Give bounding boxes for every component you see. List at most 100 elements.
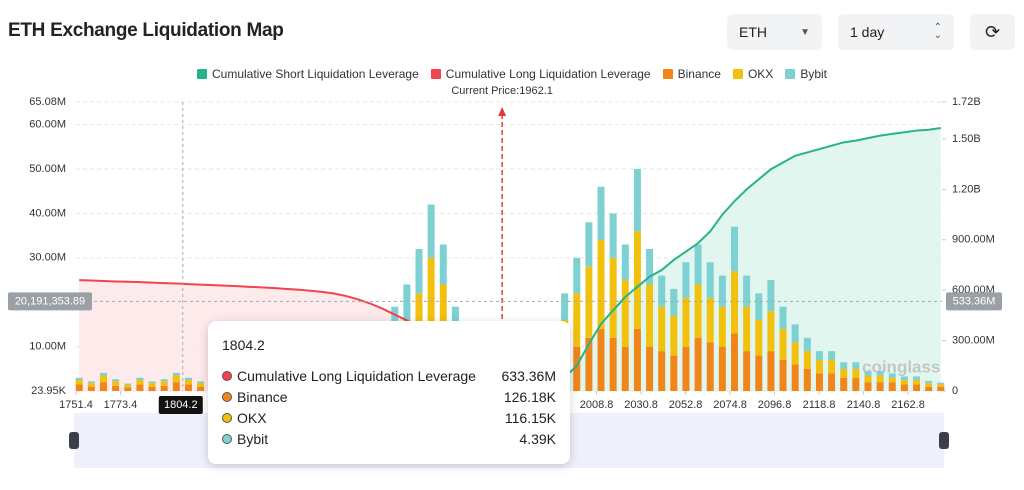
y2-tick-label: 1.20B [952, 183, 981, 195]
bar-segment [585, 266, 593, 338]
bar-segment [815, 373, 823, 391]
x-tick-label: 2118.8 [803, 399, 836, 411]
bar-segment [706, 262, 714, 298]
legend-swatch [785, 69, 796, 79]
tooltip-name-wrap: Cumulative Long Liquidation Leverage [222, 368, 476, 384]
bar-segment [439, 284, 447, 347]
slider-handle [69, 432, 79, 449]
bar-segment [439, 244, 447, 285]
bar-segment [767, 280, 775, 312]
bar-segment [718, 346, 726, 391]
y-tick-label: 50.00M [29, 163, 66, 175]
tooltip-dot [222, 433, 232, 444]
symbol-value: ETH [739, 24, 767, 40]
legend-item: Cumulative Short Liquidation Leverage [196, 67, 419, 81]
y-tick-label: 40.00M [29, 207, 66, 219]
bar-segment [573, 293, 581, 347]
y2-tick-label: 1.50B [952, 133, 981, 145]
tooltip-title: 1804.2 [222, 337, 265, 353]
bar-segment [864, 382, 872, 391]
bar-segment [852, 377, 860, 391]
bar-segment [755, 320, 763, 356]
bar-segment [767, 311, 775, 352]
tooltip-row: Cumulative Long Liquidation Leverage 633.… [222, 365, 556, 386]
tooltip-row: Bybit 4.39K [222, 428, 556, 449]
bar-segment [585, 337, 593, 391]
bar-segment [391, 306, 399, 334]
bar-segment [706, 342, 714, 391]
x-tick-label: 2140.8 [847, 399, 881, 411]
y-tick-label: 30.00M [29, 252, 66, 264]
tooltip-rows: Cumulative Long Liquidation Leverage 633.… [222, 365, 556, 449]
refresh-button[interactable]: ⟳ [970, 14, 1015, 50]
x-tick-label: 2096.8 [758, 399, 792, 411]
bar-segment [658, 275, 666, 307]
bar-segment [197, 386, 205, 391]
tooltip-value: 4.39K [519, 430, 556, 447]
bar-segment [852, 362, 860, 369]
bar-segment [876, 371, 884, 376]
bar-segment [840, 377, 848, 391]
bar-segment [184, 377, 192, 381]
bar-segment [184, 380, 192, 385]
y2-tick-label: 0 [952, 385, 958, 397]
legend-swatch [430, 69, 441, 79]
current-price-arrow [498, 107, 507, 116]
bar-segment [658, 351, 666, 391]
bar-segment [633, 231, 641, 329]
bar-segment [900, 380, 908, 385]
crosshair-y2-box [946, 292, 1002, 311]
legend-label: Cumulative Short Liquidation Leverage [211, 67, 419, 81]
symbol-select[interactable]: ETH ▼ [727, 14, 822, 50]
tooltip-name: Cumulative Long Liquidation Leverage [237, 367, 476, 384]
bar-segment [124, 384, 132, 388]
y2-tick-label: 300.00M [952, 334, 995, 346]
period-select[interactable]: 1 day ⌃ ⌄ [838, 14, 954, 50]
crosshair-y-label: 20,191,353.89 [15, 295, 85, 307]
legend-label: Bybit [800, 67, 827, 81]
bar-segment [670, 355, 678, 391]
bar-segment [694, 244, 702, 285]
bar-segment [840, 368, 848, 378]
bar-segment [87, 381, 95, 384]
bar-segment [779, 306, 787, 329]
bar-segment [75, 377, 83, 381]
bar-segment [925, 383, 933, 387]
bar-segment [573, 346, 581, 391]
bar-segment [597, 328, 605, 391]
x-tick-label: 2052.8 [669, 399, 703, 411]
bar-segment [112, 385, 120, 391]
bar-segment [682, 262, 690, 298]
bar-segment [585, 222, 593, 267]
watermark: coinglass [862, 357, 940, 376]
bar-segment [124, 387, 132, 391]
tooltip-value: 633.36M [501, 367, 556, 384]
bar-segment [621, 244, 629, 281]
bar-segment [840, 362, 848, 369]
tooltip-dot [222, 391, 232, 402]
bar-segment [743, 351, 751, 391]
bar-segment [646, 346, 654, 391]
bar-segment [888, 382, 896, 391]
bar-segment [609, 257, 617, 338]
bar-segment [184, 384, 192, 391]
bar-segment [743, 275, 751, 307]
bar-segment [160, 381, 168, 386]
bar-segment [172, 382, 180, 391]
bar-segment [148, 383, 156, 387]
legend-item: Cumulative Long Liquidation Leverage [430, 67, 651, 81]
crosshair-y-box [8, 292, 92, 311]
tooltip-dot [222, 412, 232, 423]
tooltip-name-wrap: Binance [222, 389, 288, 405]
bar-segment [112, 381, 120, 386]
bar-segment [415, 248, 423, 294]
bar-segment [124, 383, 132, 385]
tooltip-row: OKX 116.15K [222, 407, 556, 428]
bar-segment [100, 372, 108, 376]
x-tick-label: 2030.8 [624, 399, 658, 411]
bar-segment [718, 275, 726, 307]
bar-segment [900, 384, 908, 391]
bar-segment [743, 306, 751, 352]
tooltip-row: Binance 126.18K [222, 386, 556, 407]
tooltip-dot [222, 370, 232, 381]
